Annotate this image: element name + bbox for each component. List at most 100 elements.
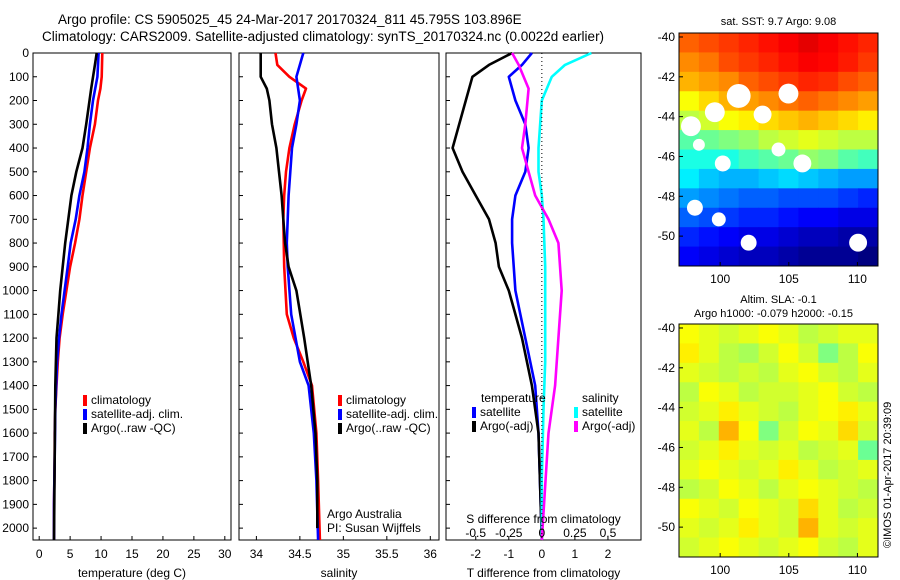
heatmap-cell [738, 421, 760, 441]
s-diff-tick-label: -0.25 [495, 526, 523, 540]
heatmap-cell [758, 52, 779, 73]
heatmap-cell [838, 91, 859, 112]
missing-data-patch [849, 233, 868, 252]
sla_map-frame [678, 323, 879, 558]
s-diff-tick-label: 0.25 [563, 526, 587, 540]
difference-panel: -2 -1 0 1 2 T difference from climatology S di… [445, 51, 642, 580]
heatmap-cell [679, 91, 700, 112]
heatmap-cell [698, 343, 720, 364]
lon-tick-label: 105 [779, 272, 799, 286]
heatmap-cell [679, 71, 700, 92]
heatmap-cell [818, 382, 839, 403]
heatmap-cell [838, 362, 859, 383]
missing-data-patch [793, 154, 812, 173]
heatmap-cell [718, 440, 740, 461]
x-axis-label: T difference from climatology [467, 566, 621, 580]
legend-swatch [338, 423, 342, 434]
heatmap-cell [858, 91, 879, 112]
heatmap-cell [838, 246, 859, 267]
lat-tick-label: -44 [658, 110, 676, 124]
depth-tick-label: 100 [9, 70, 29, 84]
missing-data-patch [711, 212, 726, 227]
heatmap-cell [858, 362, 879, 383]
heatmap-cell [718, 130, 740, 150]
heatmap-cell [838, 149, 859, 170]
heatmap-cell [738, 401, 760, 422]
heatmap-cell [818, 479, 839, 500]
heatmap-cell [838, 421, 859, 441]
missing-data-patch [753, 105, 772, 124]
heatmap-cell [679, 421, 700, 441]
legend-entry: satellite [480, 405, 521, 419]
heatmap-cell [758, 401, 779, 422]
x-tick-label: 34 [250, 547, 264, 561]
heatmap-cell [818, 52, 839, 73]
heatmap-cell [858, 149, 879, 170]
heatmap-cell [778, 537, 799, 558]
sst_map-frame [678, 32, 879, 267]
heatmap-cell [738, 479, 760, 500]
heatmap-cell [718, 227, 740, 248]
heatmap-cell [718, 246, 740, 267]
heatmap-cell [679, 498, 700, 519]
legend-entry: satellite-adj. clim. [91, 407, 183, 421]
heatmap-cell [858, 537, 879, 558]
heatmap-cell [858, 188, 879, 209]
lat-tick-label: -42 [658, 361, 676, 375]
heatmap-cell [758, 246, 779, 267]
heatmap-cell [838, 498, 859, 519]
series-line-satellite [507, 52, 544, 541]
heatmap-cell [818, 33, 839, 53]
heatmap-cell [698, 324, 720, 344]
legend-swatch [574, 407, 578, 418]
series-line-climatology [52, 52, 104, 540]
heatmap-cell [738, 518, 760, 539]
heatmap-cell [798, 518, 819, 539]
legend-entry: climatology [91, 393, 151, 407]
depth-tick-label: 0 [22, 46, 29, 60]
legend-title: temperature [481, 391, 546, 405]
heatmap-cell [718, 52, 740, 73]
heatmap-cell [838, 130, 859, 150]
heatmap-cell [818, 324, 839, 344]
heatmap-cell [798, 421, 819, 441]
legend-swatch [83, 423, 87, 434]
heatmap-cell [778, 459, 799, 480]
legend-entry: Argo(..raw -QC) [91, 421, 176, 435]
heatmap-cell [679, 246, 700, 267]
heatmap-cell [698, 362, 720, 383]
heatmap-cell [758, 71, 779, 92]
heatmap-cell [778, 479, 799, 500]
legend-swatch [472, 407, 476, 418]
heatmap-cell [858, 324, 879, 344]
heatmap-cell [718, 362, 740, 383]
heatmap-cell [818, 91, 839, 112]
series-line-argo-adj- [510, 52, 564, 541]
heatmap-cell [698, 149, 720, 170]
heatmap-cell [778, 246, 799, 267]
lat-tick-label: -46 [658, 149, 676, 163]
heatmap-cell [698, 440, 720, 461]
x-tick-label: 2 [605, 547, 612, 561]
heatmap-cell [738, 168, 760, 189]
heatmap-cell [858, 207, 879, 228]
heatmap-cell [718, 479, 740, 500]
heatmap-cell [778, 52, 799, 73]
heatmap-cell [679, 324, 700, 344]
heatmap-cell [838, 52, 859, 73]
heatmap-cell [679, 459, 700, 480]
heatmap-cell [778, 421, 799, 441]
heatmap-cell [798, 401, 819, 422]
heatmap-cell [698, 168, 720, 189]
missing-data-patch [692, 138, 705, 151]
heatmap-cell [718, 382, 740, 403]
heatmap-cell [698, 459, 720, 480]
heatmap-cell [818, 459, 839, 480]
heatmap-cell [738, 324, 760, 344]
heatmap-cell [718, 498, 740, 519]
s-diff-tick-label: -0.5 [465, 526, 486, 540]
lon-tick-label: 110 [848, 563, 867, 577]
heatmap-cell [798, 52, 819, 73]
x-tick-label: 20 [156, 547, 170, 561]
heatmap-cell [818, 227, 839, 248]
